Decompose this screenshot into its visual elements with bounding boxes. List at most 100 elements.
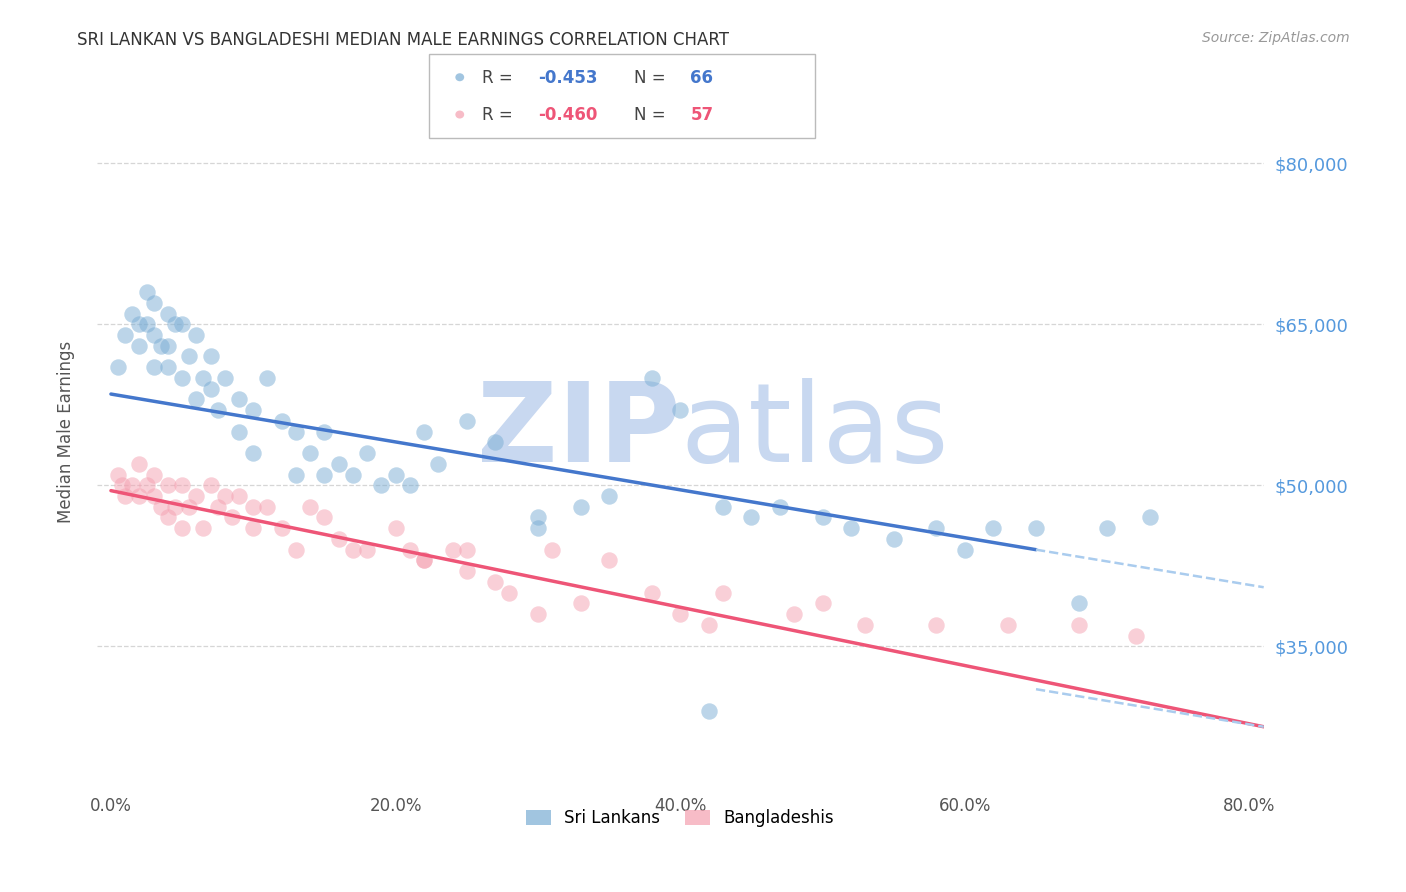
Point — [193, 371, 215, 385]
Point — [541, 542, 564, 557]
Point — [342, 542, 364, 557]
Point — [114, 328, 136, 343]
Point — [925, 521, 948, 535]
Point — [1067, 596, 1090, 610]
Point — [641, 585, 664, 599]
Text: Source: ZipAtlas.com: Source: ZipAtlas.com — [1202, 31, 1350, 45]
Point — [598, 489, 620, 503]
Point — [242, 500, 264, 514]
Point — [441, 542, 464, 557]
Point — [697, 704, 720, 718]
Point — [598, 553, 620, 567]
Point — [484, 435, 506, 450]
Point — [242, 403, 264, 417]
Point — [128, 318, 150, 332]
Point — [498, 585, 520, 599]
Point — [997, 617, 1019, 632]
Point — [569, 500, 592, 514]
Point — [1125, 628, 1147, 642]
Point — [527, 510, 550, 524]
Text: -0.460: -0.460 — [538, 106, 598, 124]
Point — [811, 596, 834, 610]
Point — [769, 500, 792, 514]
Point — [142, 360, 165, 375]
Point — [156, 339, 179, 353]
Text: 57: 57 — [690, 106, 713, 124]
Point — [953, 542, 976, 557]
Point — [200, 478, 222, 492]
Point — [207, 500, 229, 514]
Point — [135, 318, 157, 332]
Point — [142, 489, 165, 503]
Point — [128, 339, 150, 353]
Point — [111, 478, 134, 492]
Point — [284, 425, 307, 439]
Point — [172, 371, 194, 385]
Point — [641, 371, 664, 385]
Point — [398, 478, 420, 492]
Point — [697, 617, 720, 632]
Point — [328, 532, 350, 546]
Point — [1067, 617, 1090, 632]
Text: R =: R = — [482, 106, 519, 124]
Point — [156, 307, 179, 321]
Text: ZIP: ZIP — [477, 378, 681, 485]
Point — [256, 371, 278, 385]
Point — [128, 457, 150, 471]
Point — [256, 500, 278, 514]
Point — [207, 403, 229, 417]
Point — [172, 318, 194, 332]
Point — [242, 446, 264, 460]
Point — [484, 574, 506, 589]
Point — [107, 360, 129, 375]
Point — [370, 478, 392, 492]
Point — [783, 607, 806, 621]
Point — [314, 467, 336, 482]
Text: N =: N = — [634, 69, 671, 87]
Y-axis label: Median Male Earnings: Median Male Earnings — [58, 341, 75, 523]
Point — [527, 521, 550, 535]
Point — [299, 446, 322, 460]
Point — [314, 425, 336, 439]
Point — [121, 307, 143, 321]
Point — [128, 489, 150, 503]
Point — [242, 521, 264, 535]
Point — [740, 510, 762, 524]
Point — [456, 564, 478, 578]
Point — [186, 392, 208, 407]
Point — [270, 414, 292, 428]
Point — [669, 607, 692, 621]
Point — [228, 489, 250, 503]
Point — [839, 521, 862, 535]
Point — [179, 350, 201, 364]
Text: -0.453: -0.453 — [538, 69, 598, 87]
Point — [398, 542, 420, 557]
Point — [925, 617, 948, 632]
Point — [569, 596, 592, 610]
Point — [163, 318, 186, 332]
Point — [384, 467, 406, 482]
Text: atlas: atlas — [681, 378, 949, 485]
Point — [1095, 521, 1118, 535]
Point — [121, 478, 143, 492]
Point — [284, 467, 307, 482]
Point — [356, 542, 378, 557]
Point — [853, 617, 876, 632]
Point — [156, 360, 179, 375]
Point — [328, 457, 350, 471]
Point — [356, 446, 378, 460]
Point — [156, 510, 179, 524]
Point — [711, 585, 734, 599]
Text: SRI LANKAN VS BANGLADESHI MEDIAN MALE EARNINGS CORRELATION CHART: SRI LANKAN VS BANGLADESHI MEDIAN MALE EA… — [77, 31, 730, 49]
Point — [107, 467, 129, 482]
Point — [200, 350, 222, 364]
Point — [427, 457, 450, 471]
Point — [527, 607, 550, 621]
Point — [221, 510, 243, 524]
Point — [214, 371, 236, 385]
Point — [135, 285, 157, 299]
Point — [142, 467, 165, 482]
Point — [384, 521, 406, 535]
Text: 66: 66 — [690, 69, 713, 87]
Point — [711, 500, 734, 514]
